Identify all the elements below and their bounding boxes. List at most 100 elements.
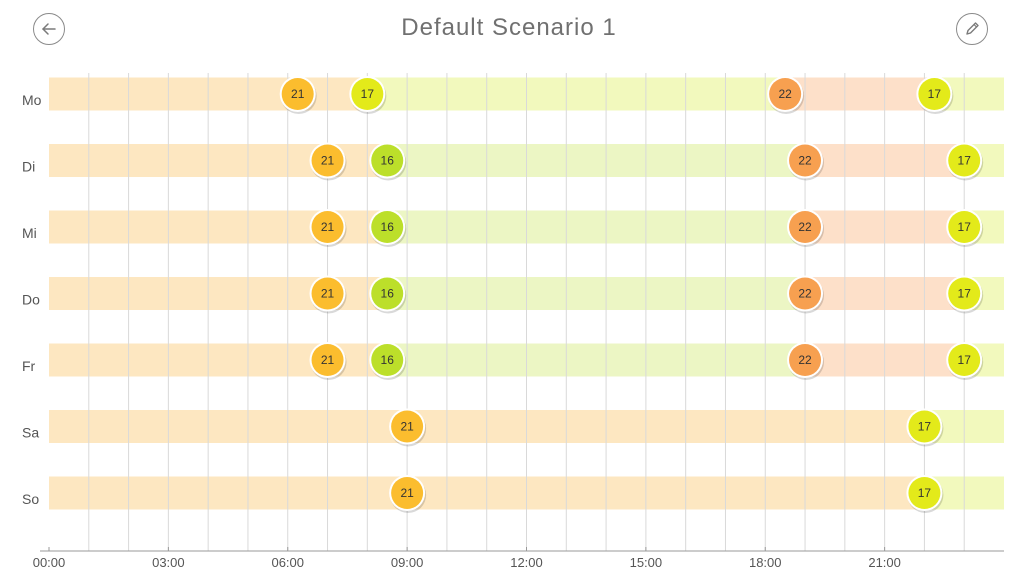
x-tick-label: 09:00	[391, 555, 424, 570]
switch-point-fr-2[interactable]: 22	[787, 342, 825, 380]
marker-temp-label: 22	[798, 220, 812, 234]
switch-point-mo-1[interactable]: 17	[349, 76, 387, 114]
switch-point-so-0[interactable]: 21	[389, 475, 427, 513]
switch-point-mi-2[interactable]: 22	[787, 209, 825, 247]
marker-temp-label: 17	[928, 87, 942, 101]
band-segment	[387, 210, 806, 244]
marker-circle	[908, 410, 941, 443]
day-label-di: Di	[22, 159, 35, 175]
switch-point-mo-3[interactable]: 17	[916, 76, 954, 114]
marker-circle	[391, 477, 424, 509]
switch-point-di-2[interactable]: 22	[787, 142, 825, 181]
switch-point-do-0[interactable]: 21	[309, 275, 347, 314]
marker-temp-label: 21	[400, 420, 414, 434]
marker-temp-label: 21	[321, 353, 335, 367]
marker-circle	[789, 144, 822, 177]
marker-temp-label: 17	[958, 220, 972, 234]
marker-temp-label: 22	[798, 353, 812, 367]
x-tick-label: 18:00	[749, 555, 782, 570]
marker-circle	[281, 78, 314, 110]
marker-temp-label: 17	[958, 287, 972, 301]
marker-temp-label: 22	[798, 154, 812, 168]
marker-circle	[948, 277, 981, 310]
marker-temp-label: 21	[321, 220, 335, 234]
marker-circle	[948, 144, 981, 177]
day-label-do: Do	[22, 292, 40, 308]
x-axis: 00:00 03:00 06:00 09:00 12:00 15:00 18:00 21:00	[33, 547, 1004, 570]
switch-point-fr-3[interactable]: 17	[946, 342, 984, 380]
band-segment	[49, 277, 328, 310]
switch-point-fr-0[interactable]: 21	[309, 342, 347, 380]
marker-circle	[371, 144, 404, 177]
switch-point-di-0[interactable]: 21	[309, 142, 347, 181]
switch-point-sa-1[interactable]: 17	[906, 408, 944, 447]
marker-temp-label: 21	[321, 287, 335, 301]
marker-circle	[908, 477, 941, 509]
band-segment	[387, 144, 806, 177]
marker-temp-label: 17	[918, 420, 932, 434]
marker-circle	[371, 344, 404, 376]
marker-temp-label: 16	[381, 287, 395, 301]
edit-button[interactable]	[956, 13, 988, 45]
switch-point-fr-1[interactable]: 16	[369, 342, 407, 380]
marker-temp-label: 16	[381, 220, 395, 234]
x-tick-label: 12:00	[510, 555, 543, 570]
pencil-icon	[966, 22, 979, 35]
marker-circle	[789, 344, 822, 376]
marker-temp-label: 21	[321, 154, 335, 168]
marker-circle	[391, 410, 424, 443]
marker-circle	[769, 78, 802, 110]
switch-point-mi-3[interactable]: 17	[946, 209, 984, 247]
band-segment	[387, 277, 806, 310]
switch-point-mo-2[interactable]: 22	[767, 76, 805, 114]
marker-temp-label: 21	[291, 87, 305, 101]
switch-point-di-1[interactable]: 16	[369, 142, 407, 181]
header: Default Scenario 1	[0, 0, 1018, 62]
switch-point-mi-0[interactable]: 21	[309, 209, 347, 247]
x-tick-label: 21:00	[868, 555, 901, 570]
switch-markers: 21 17 22 17 21 16 22 17 21 16 22 17 21 16 22 17 21 16 22 17…	[279, 76, 984, 513]
back-button[interactable]	[33, 13, 65, 45]
marker-temp-label: 17	[361, 87, 375, 101]
marker-circle	[371, 277, 404, 310]
marker-temp-label: 17	[958, 353, 972, 367]
marker-temp-label: 22	[798, 287, 812, 301]
marker-circle	[948, 211, 981, 243]
switch-point-do-1[interactable]: 16	[369, 275, 407, 314]
marker-temp-label: 21	[400, 486, 414, 500]
x-tick-label: 15:00	[630, 555, 663, 570]
switch-point-do-3[interactable]: 17	[946, 275, 984, 314]
band-segment	[49, 144, 328, 177]
marker-temp-label: 17	[958, 154, 972, 168]
marker-temp-label: 17	[918, 486, 932, 500]
x-tick-label: 03:00	[152, 555, 185, 570]
day-label-mi: Mi	[22, 225, 37, 241]
band-segment	[49, 343, 328, 377]
switch-point-mi-1[interactable]: 16	[369, 209, 407, 247]
switch-point-mo-0[interactable]: 21	[279, 76, 317, 114]
marker-circle	[948, 344, 981, 376]
switch-point-sa-0[interactable]: 21	[389, 408, 427, 447]
grid-lines	[88, 73, 965, 551]
page-title: Default Scenario 1	[401, 14, 617, 41]
marker-circle	[311, 344, 344, 376]
marker-circle	[311, 211, 344, 243]
day-bands	[49, 77, 1004, 510]
switch-point-so-1[interactable]: 17	[906, 475, 944, 513]
arrow-left-icon	[42, 23, 56, 35]
switch-point-do-2[interactable]: 22	[787, 275, 825, 314]
marker-circle	[311, 277, 344, 310]
switch-point-di-3[interactable]: 17	[946, 142, 984, 181]
day-label-sa: Sa	[22, 425, 39, 441]
band-segment	[49, 476, 408, 510]
marker-circle	[918, 78, 951, 110]
day-label-fr: Fr	[22, 358, 36, 374]
marker-circle	[789, 211, 822, 243]
x-tick-label: 06:00	[271, 555, 304, 570]
band-segment	[407, 410, 925, 443]
marker-circle	[371, 211, 404, 243]
marker-circle	[311, 144, 344, 177]
day-label-so: So	[22, 491, 39, 507]
marker-temp-label: 16	[381, 154, 395, 168]
